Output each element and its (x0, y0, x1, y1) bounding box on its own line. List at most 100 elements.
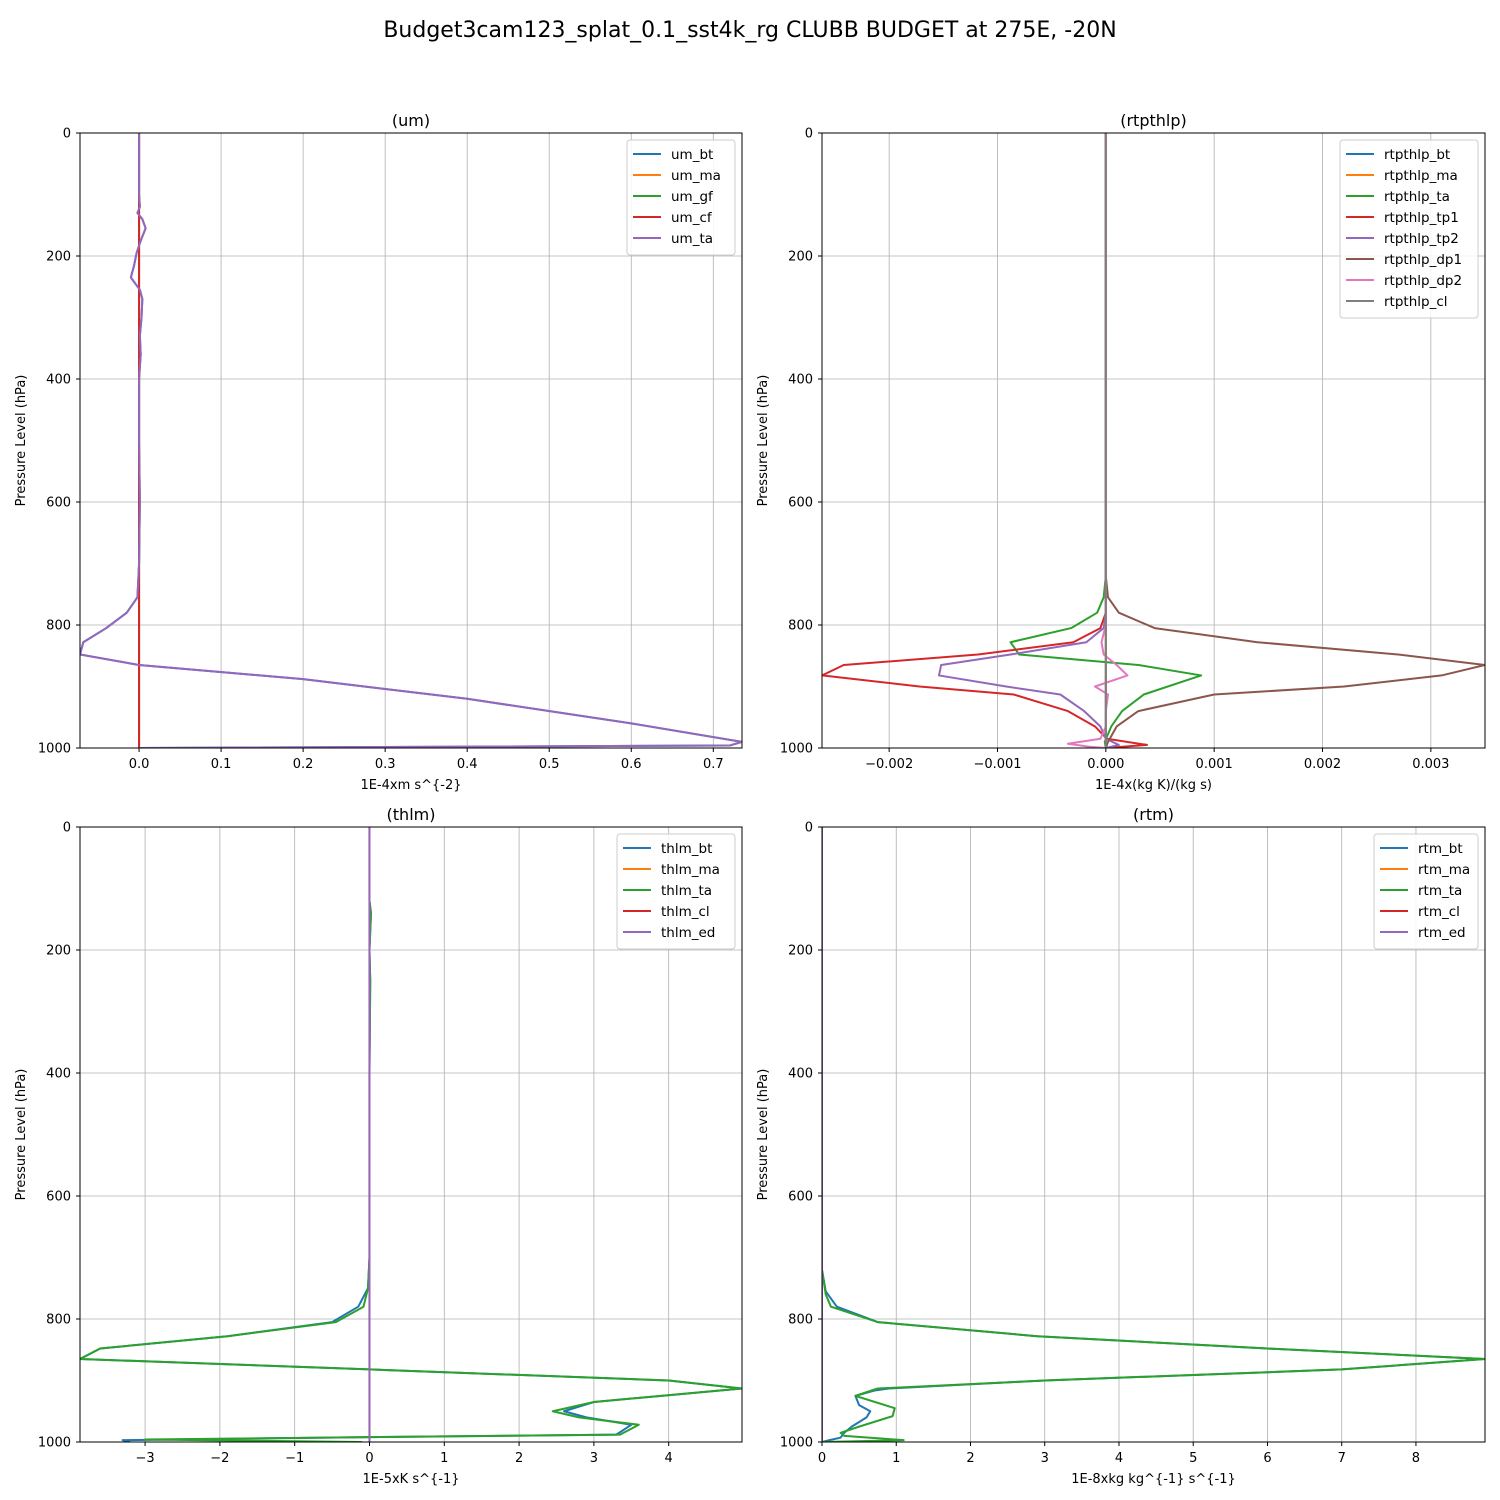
x-tick-label: 0.001 (1196, 757, 1233, 772)
legend-label: thlm_cl (661, 904, 710, 920)
x-tick-label: 4 (665, 1451, 673, 1466)
x-tick-label: 3 (1041, 1451, 1049, 1466)
y-axis-label: Pressure Level (hPa) (756, 375, 771, 507)
series-group (80, 827, 742, 1442)
x-tick-label: −3 (135, 1451, 154, 1466)
y-tick-label: 200 (46, 250, 71, 265)
legend-label: um_cf (671, 210, 713, 226)
series-group (80, 133, 742, 748)
series-line-rtm_ta (822, 827, 1485, 1442)
series-group (822, 133, 1485, 748)
x-tick-label: 5 (1189, 1451, 1197, 1466)
x-tick-label: 0.003 (1412, 757, 1449, 772)
y-tick-label: 400 (788, 1067, 813, 1082)
axes-frame (821, 826, 1486, 1443)
legend: rtpthlp_bt rtpthlp_ma rtpthlp_ta rtpthlp_tp… (1339, 139, 1479, 319)
y-tick-label: 200 (46, 944, 71, 959)
axes-frame (79, 826, 743, 1443)
x-tick-label: 0.002 (1304, 757, 1341, 772)
y-tick-label: 0 (805, 127, 813, 142)
x-tick-label: 0.5 (539, 757, 560, 772)
x-tick-label: 2 (515, 1451, 523, 1466)
y-tick-label: 800 (46, 1313, 71, 1328)
y-tick-label: 800 (788, 1313, 813, 1328)
panels: 0.0 0.1 0.2 0.3 0.4 0.5 0.6 0.70200400600800100… (14, 111, 1486, 1487)
legend-label: rtpthlp_bt (1384, 147, 1450, 163)
panel-title: (thlm) (387, 805, 436, 824)
y-tick-label: 400 (46, 1067, 71, 1082)
legend-label: thlm_ma (661, 862, 720, 878)
y-tick-label: 200 (788, 944, 813, 959)
y-tick-label: 600 (788, 496, 813, 511)
y-tick-label: 1000 (38, 1436, 71, 1451)
y-tick-label: 400 (46, 373, 71, 388)
x-axis-label: 1E-8xkg kg^{-1} s^{-1} (1071, 1472, 1236, 1487)
legend-label: rtpthlp_tp2 (1384, 231, 1459, 247)
legend-label: rtpthlp_tp1 (1384, 210, 1459, 226)
axes-frame (821, 132, 1486, 749)
x-tick-label: 3 (590, 1451, 598, 1466)
legend: um_bt um_ma um_gf um_cf um_ta (626, 139, 736, 256)
panel-3: 0 1 2 3 4 5 6 7 8 0 200 400 600 800 1000 (rtm) 1E-8xkg k… (756, 805, 1486, 1487)
series-line-rtpthlp_dp1 (1104, 133, 1485, 748)
x-tick-label: 4 (1115, 1451, 1123, 1466)
y-tick-label: 800 (46, 619, 71, 634)
panel-title: (rtm) (1133, 805, 1174, 824)
legend-box (1373, 833, 1479, 950)
panel-title: (um) (392, 111, 430, 130)
legend-box (1339, 139, 1479, 319)
series-line-rtpthlp_ta (1009, 133, 1203, 748)
y-axis-label: Pressure Level (hPa) (14, 375, 29, 507)
y-tick-label: 0 (63, 821, 71, 836)
legend-label: rtpthlp_dp1 (1384, 252, 1462, 268)
x-tick-label: 0.000 (1087, 757, 1124, 772)
axes-frame (79, 132, 743, 749)
legend-label: rtpthlp_dp2 (1384, 273, 1462, 289)
y-tick-label: 600 (46, 1190, 71, 1205)
x-tick-label: 6 (1263, 1451, 1271, 1466)
panel-0: 0.0 0.1 0.2 0.3 0.4 0.5 0.6 0.7 0 200 400 600 800 100… (14, 111, 743, 793)
legend-label: rtpthlp_cl (1384, 294, 1448, 310)
panel-title: (rtpthlp) (1120, 111, 1187, 130)
y-tick-label: 400 (788, 373, 813, 388)
x-tick-label: −0.001 (973, 757, 1021, 772)
legend-label: um_ma (671, 168, 721, 184)
x-tick-label: 0 (818, 1451, 826, 1466)
x-tick-label: 7 (1338, 1451, 1346, 1466)
legend-label: rtpthlp_ma (1384, 168, 1458, 184)
legend-box (616, 833, 736, 950)
y-tick-label: 200 (788, 250, 813, 265)
legend-label: rtm_bt (1418, 841, 1463, 857)
y-tick-label: 0 (63, 127, 71, 142)
y-tick-label: 1000 (38, 742, 71, 757)
x-tick-label: 8 (1412, 1451, 1420, 1466)
series-group (822, 827, 1485, 1442)
series-line-rtpthlp_tp1 (822, 133, 1148, 748)
x-axis-label: 1E-5xK s^{-1} (363, 1472, 460, 1487)
legend-label: thlm_bt (661, 841, 712, 857)
legend-label: rtm_ta (1418, 883, 1462, 899)
x-tick-label: 1 (440, 1451, 448, 1466)
y-tick-label: 1000 (780, 742, 813, 757)
y-tick-label: 0 (805, 821, 813, 836)
legend-label: rtm_cl (1418, 904, 1460, 920)
x-tick-label: 0.0 (129, 757, 150, 772)
legend: rtm_bt rtm_ma rtm_ta rtm_cl rtm_ed (1373, 833, 1479, 950)
x-tick-label: 0 (365, 1451, 373, 1466)
legend-box (626, 139, 736, 256)
series-line-rtpthlp_dp2 (1066, 133, 1129, 748)
y-axis-label: Pressure Level (hPa) (14, 1069, 29, 1201)
x-tick-label: 0.3 (375, 757, 396, 772)
legend: thlm_bt thlm_ma thlm_ta thlm_cl thlm_ed (616, 833, 736, 950)
y-tick-label: 1000 (780, 1436, 813, 1451)
x-tick-label: −1 (285, 1451, 304, 1466)
x-tick-label: 0.7 (703, 757, 724, 772)
legend-label: rtm_ed (1418, 925, 1466, 941)
panel-2: −3 −2 −1 0 1 2 3 4 0 200 400 600 800 1000 (thlm) 1E-5xK… (14, 805, 743, 1487)
x-axis-label: 1E-4xm s^{-2} (360, 778, 461, 793)
x-tick-label: 0.2 (293, 757, 314, 772)
y-tick-label: 800 (788, 619, 813, 634)
y-tick-label: 600 (46, 496, 71, 511)
x-tick-label: 1 (892, 1451, 900, 1466)
y-tick-label: 600 (788, 1190, 813, 1205)
